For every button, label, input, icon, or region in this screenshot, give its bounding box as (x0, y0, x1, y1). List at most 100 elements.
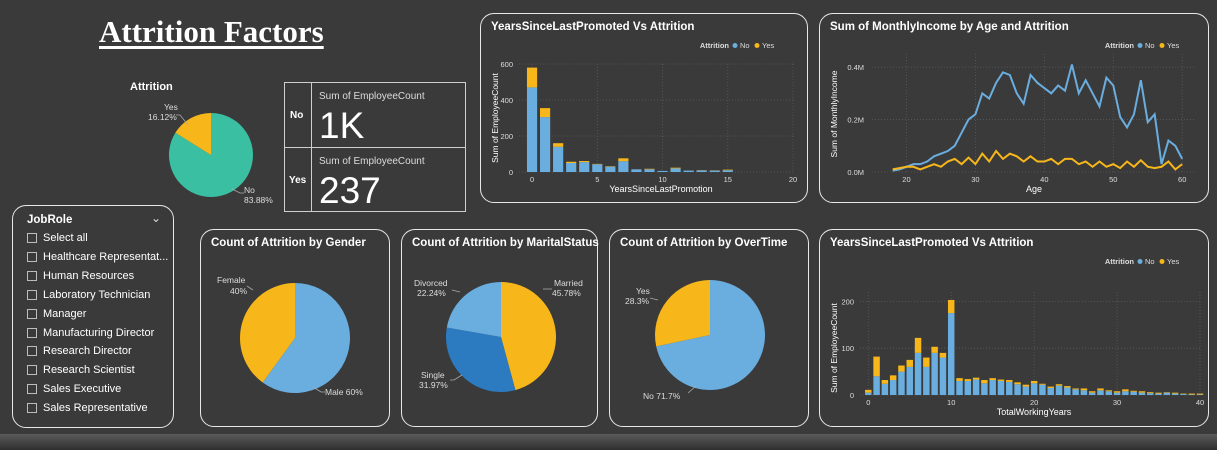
chevron-down-icon[interactable]: ⌄ (151, 211, 162, 225)
slicer-item-label: Manager (43, 307, 87, 320)
legend-yes-label: Yes (1167, 257, 1179, 266)
bar-no (923, 366, 930, 395)
bar-yes (1006, 380, 1013, 382)
single-pct: 31.97% (419, 380, 448, 390)
checkbox-icon[interactable] (27, 365, 37, 376)
no-label: No (244, 185, 255, 195)
page-title: Attrition Factors (99, 14, 324, 49)
checkbox-icon[interactable] (27, 346, 37, 357)
bar-no (865, 392, 872, 395)
bar-yes (1155, 392, 1162, 394)
bar-no (1030, 383, 1038, 395)
y-tick-label: 600 (500, 60, 513, 69)
bar-no (1006, 381, 1013, 395)
y-tick-label: 400 (500, 96, 513, 105)
bar-yes (906, 359, 913, 367)
legend-yes-label: Yes (1167, 41, 1179, 50)
bar-no (997, 380, 1005, 395)
bar-no (1022, 386, 1030, 395)
checkbox-icon[interactable] (27, 270, 37, 281)
yes-label: Yes (164, 102, 178, 112)
attrition-pie-chart[interactable]: Attrition Yes 16.12% No 83.88% (110, 75, 280, 210)
bar-no (1147, 393, 1154, 395)
bar-no (889, 380, 897, 395)
slicer-item-label: Research Scientist (43, 364, 135, 377)
checkbox-icon[interactable] (27, 251, 37, 262)
checkbox-icon[interactable] (27, 308, 37, 319)
bar-yes (1147, 392, 1154, 394)
slicer-item[interactable]: Laboratory Technician (27, 289, 150, 301)
yes-pct: 16.12% (148, 112, 177, 122)
bar-no (644, 169, 655, 172)
checkbox-icon[interactable] (27, 233, 37, 243)
kpi-yes-metric: Sum of EmployeeCount (319, 156, 425, 167)
bar-yes (1022, 384, 1030, 387)
bar-yes (939, 352, 947, 358)
slicer-item[interactable]: Sales Representative (27, 402, 148, 414)
bar-no (881, 383, 889, 395)
checkbox-icon[interactable] (27, 327, 37, 338)
bar-yes (1014, 382, 1021, 385)
female-label: Female (217, 275, 246, 285)
x-tick-label: 40 (1040, 175, 1048, 184)
slicer-item[interactable]: Healthcare Representat... (27, 251, 168, 263)
bar-yes (989, 378, 996, 381)
bar-no (1080, 390, 1088, 395)
bar-yes (644, 168, 655, 170)
slicer-item-label: Manufacturing Director (43, 326, 155, 339)
bar-yes (889, 375, 897, 381)
no-pct: 83.88% (244, 195, 273, 205)
slicer-item-label: Sales Executive (43, 383, 122, 396)
bar-no (709, 170, 720, 172)
legend-no-label: No (1145, 41, 1155, 50)
x-tick-label: 0 (530, 175, 534, 184)
checkbox-icon[interactable] (27, 384, 37, 395)
slicer-item[interactable]: Select all (27, 232, 88, 244)
y-axis-label: Sum of EmployeeCount (490, 72, 500, 162)
no-label: No 71.7% (643, 391, 681, 401)
married-label: Married (554, 278, 583, 288)
jobrole-slicer[interactable]: JobRole ⌄ Select all Healthcare Represent… (12, 205, 174, 428)
bar-yes (1088, 391, 1096, 393)
gender-pie-slice-female (240, 283, 295, 383)
bar-no (540, 117, 551, 172)
x-tick-label: 10 (658, 175, 666, 184)
slicer-item[interactable]: Manager (27, 308, 86, 320)
bar-yes (722, 169, 733, 171)
legend-no-marker (732, 43, 738, 48)
slicer-item[interactable]: Sales Executive (27, 383, 121, 395)
divorced-pct: 22.24% (417, 288, 446, 298)
slicer-item[interactable]: Research Scientist (27, 364, 135, 376)
checkbox-icon[interactable] (27, 403, 37, 414)
promotion-bar-card: YearsSinceLastPromoted Vs Attrition Attr… (480, 13, 808, 203)
income-line-title: Sum of MonthlyIncome by Age and Attritio… (830, 21, 1069, 33)
bar-no (579, 162, 590, 172)
bar-no (906, 366, 913, 395)
bar-no (1072, 389, 1079, 395)
yes-leader-line (649, 297, 659, 301)
bar-no (683, 170, 694, 172)
legend-title: Attrition (1105, 257, 1135, 266)
bar-yes (566, 161, 577, 163)
bar-no (981, 383, 988, 395)
bar-yes (1122, 389, 1129, 392)
x-tick-label: 30 (1113, 398, 1121, 407)
line-no (892, 64, 1184, 172)
bar-no (1130, 391, 1137, 395)
slicer-item-label: Healthcare Representat... (43, 250, 169, 263)
bar-yes (964, 379, 972, 381)
marital-pie-slice-divorced (446, 282, 501, 337)
checkbox-icon[interactable] (27, 289, 37, 300)
single-leader-line (450, 374, 463, 381)
bar-yes (898, 365, 905, 372)
slicer-item[interactable]: Human Resources (27, 270, 134, 282)
line-yes (892, 149, 1183, 171)
legend-yes-marker (754, 43, 760, 48)
male-label: Male 60% (325, 387, 363, 397)
slicer-item[interactable]: Manufacturing Director (27, 327, 154, 339)
bar-no (566, 163, 577, 172)
no-leader-line (687, 385, 697, 394)
slicer-item-label: Select all (43, 232, 88, 244)
income-line-card: Sum of MonthlyIncome by Age and Attritio… (819, 13, 1209, 203)
slicer-item[interactable]: Research Director (27, 345, 132, 357)
